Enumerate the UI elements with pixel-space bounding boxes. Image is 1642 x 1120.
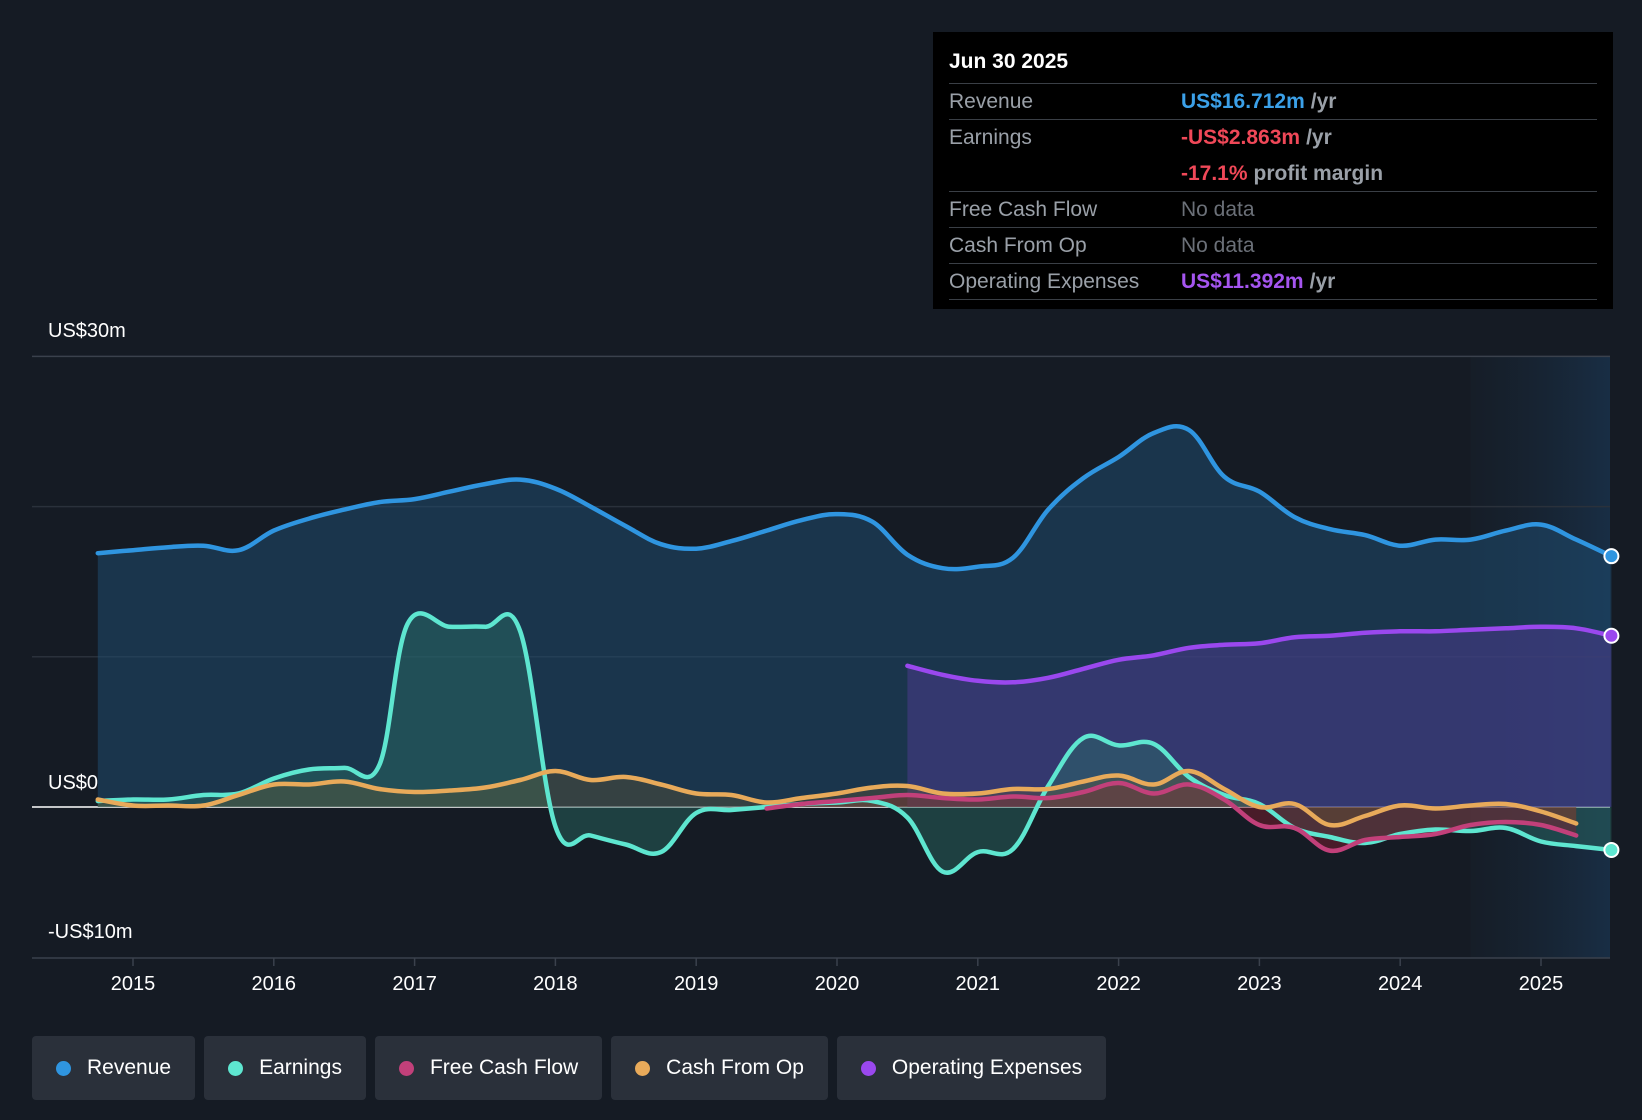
tooltip-label: Earnings bbox=[949, 126, 1032, 149]
tooltip-value: No data bbox=[1181, 233, 1255, 257]
x-axis: 2015 2016 2017 2018 2019 2020 2021 2022 2023 2024… bbox=[111, 958, 1564, 995]
cash-from-op-area bbox=[97, 770, 1577, 826]
x-tick-label: 2020 bbox=[815, 973, 860, 995]
end-markers bbox=[1603, 548, 1620, 858]
tooltip-unit: /yr bbox=[1309, 269, 1336, 293]
tooltip-label: Cash From Op bbox=[949, 233, 1087, 257]
x-tick-label: 2015 bbox=[111, 973, 156, 995]
legend-earnings[interactable]: Earnings bbox=[204, 1036, 366, 1100]
x-tick-label: 2021 bbox=[956, 973, 1001, 995]
earnings-area bbox=[97, 613, 1612, 873]
earnings-dot-icon bbox=[228, 1060, 244, 1076]
tooltip: Jun 30 2025 Revenue US$16.712m /yr Earni… bbox=[933, 32, 1613, 309]
x-tick-label: 2019 bbox=[674, 973, 719, 995]
legend-cash-from-op[interactable]: Cash From Op bbox=[611, 1036, 828, 1100]
legend-free-cash-flow[interactable]: Free Cash Flow bbox=[374, 1036, 603, 1100]
tooltip-unit: /yr bbox=[1310, 89, 1337, 113]
operating-expenses-end-marker bbox=[1603, 627, 1620, 644]
series-fills bbox=[97, 426, 1612, 873]
legend: Revenue Earnings Free Cash Flow Cash Fro… bbox=[32, 1036, 1107, 1100]
x-tick-label: 2024 bbox=[1378, 973, 1423, 995]
legend-label: Revenue bbox=[87, 1056, 172, 1079]
y-label-zero: US$0 bbox=[48, 772, 99, 794]
revenue-line bbox=[95, 423, 1614, 572]
x-tick-label: 2016 bbox=[252, 973, 297, 995]
legend-label: Cash From Op bbox=[666, 1056, 804, 1079]
legend-label: Free Cash Flow bbox=[429, 1056, 579, 1079]
legend-label: Earnings bbox=[259, 1056, 342, 1079]
tooltip-row-fcf: Free Cash Flow No data bbox=[949, 192, 1597, 228]
fcf-dot-icon bbox=[398, 1060, 414, 1076]
tooltip-label: Operating Expenses bbox=[949, 269, 1140, 293]
x-tick-label: 2017 bbox=[392, 973, 437, 995]
legend-revenue[interactable]: Revenue bbox=[32, 1036, 196, 1100]
cash-from-op-line bbox=[95, 768, 1579, 828]
x-tick-label: 2025 bbox=[1519, 973, 1564, 995]
tooltip-row-cfo: Cash From Op No data bbox=[949, 228, 1597, 264]
legend-operating-expenses[interactable]: Operating Expenses bbox=[836, 1036, 1107, 1100]
tooltip-label: Free Cash Flow bbox=[949, 197, 1098, 221]
x-tick-label: 2022 bbox=[1096, 973, 1141, 995]
tooltip-value: -US$2.863m bbox=[1181, 126, 1301, 149]
tooltip-value: -17.1% bbox=[1181, 161, 1248, 185]
tooltip-value: US$16.712m bbox=[1181, 89, 1305, 113]
free-cash-flow-line bbox=[764, 780, 1579, 854]
tooltip-date: Jun 30 2025 bbox=[949, 48, 1597, 84]
legend-label: Operating Expenses bbox=[891, 1056, 1083, 1079]
x-tick-label: 2023 bbox=[1237, 973, 1282, 995]
operating-expenses-line bbox=[905, 624, 1614, 685]
tooltip-unit: profit margin bbox=[1253, 161, 1384, 185]
operating-expenses-area bbox=[907, 626, 1612, 807]
x-tick-label: 2018 bbox=[533, 973, 578, 995]
earnings-end-marker bbox=[1603, 841, 1620, 858]
tooltip-row-opex: Operating Expenses US$11.392m /yr bbox=[949, 264, 1597, 300]
tooltip-row-earnings: Earnings -US$2.863m /yr bbox=[949, 120, 1597, 156]
series-lines bbox=[95, 423, 1614, 875]
tooltip-row-revenue: Revenue US$16.712m /yr bbox=[949, 84, 1597, 120]
cfo-dot-icon bbox=[635, 1060, 651, 1076]
opex-dot-icon bbox=[860, 1060, 876, 1076]
revenue-end-marker bbox=[1603, 548, 1620, 565]
tooltip-value: No data bbox=[1181, 197, 1255, 221]
tooltip-unit: /yr bbox=[1306, 126, 1332, 149]
y-label-bottom: -US$10m bbox=[48, 921, 133, 943]
tooltip-label: Revenue bbox=[949, 89, 1034, 113]
tooltip-row-margin: -17.1% profit margin bbox=[949, 156, 1597, 192]
y-label-top: US$30m bbox=[48, 320, 126, 342]
revenue-dot-icon bbox=[56, 1060, 71, 1076]
tooltip-value: US$11.392m bbox=[1181, 269, 1304, 293]
